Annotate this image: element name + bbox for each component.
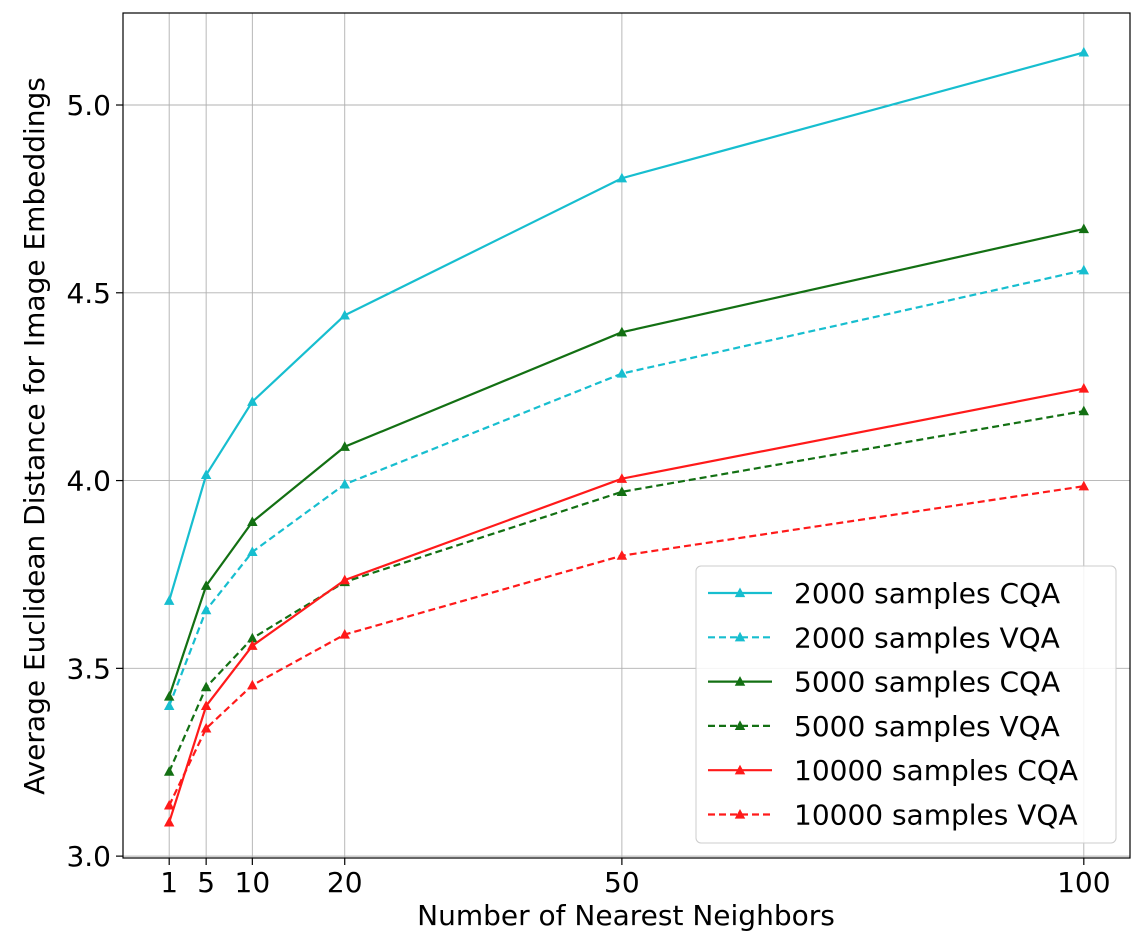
- data-point-marker: [1078, 46, 1090, 57]
- legend-label: 5000 samples CQA: [794, 666, 1060, 699]
- data-point-marker: [163, 816, 175, 827]
- data-point-marker: [339, 441, 350, 451]
- legend-item: 10000 samples CQA: [708, 754, 1078, 787]
- data-point-marker: [200, 700, 212, 711]
- legend-item: 2000 samples CQA: [708, 577, 1060, 610]
- legend-item: 5000 samples VQA: [708, 710, 1060, 743]
- data-point-marker: [1078, 383, 1090, 393]
- data-point-marker: [200, 722, 212, 733]
- series-line: [168, 269, 1085, 707]
- data-point-marker: [616, 473, 628, 483]
- data-point-marker: [163, 766, 175, 776]
- data-point-marker: [163, 595, 175, 605]
- data-point-marker: [247, 516, 258, 527]
- data-point-marker: [163, 691, 175, 701]
- data-point-marker: [339, 574, 350, 585]
- series-4: [163, 383, 1090, 827]
- data-point-marker: [616, 368, 628, 378]
- legend-label: 2000 samples CQA: [794, 577, 1060, 610]
- data-point-marker: [339, 478, 350, 489]
- y-tick-label: 3.5: [66, 652, 111, 685]
- x-tick-label: 5: [197, 866, 215, 899]
- series-1: [163, 264, 1090, 711]
- ticks: 1 5 10 20 50 100 3.0 3.5 4.0 4.5 5.0: [66, 89, 1110, 899]
- series-line: [168, 410, 1084, 773]
- data-point-marker: [163, 700, 175, 711]
- series-line: [168, 227, 1085, 697]
- legend-label: 10000 samples VQA: [794, 799, 1078, 832]
- legend-item: 10000 samples VQA: [708, 799, 1078, 832]
- legend-box: [695, 565, 1117, 844]
- data-point-marker: [163, 799, 175, 810]
- legend-marker: [734, 587, 746, 598]
- legend-item: 5000 samples CQA: [708, 666, 1060, 699]
- x-tick-label: 1: [160, 866, 178, 899]
- series-layer: [163, 46, 1090, 827]
- data-point-marker: [247, 679, 258, 690]
- x-tick-label: 50: [604, 866, 640, 899]
- data-point-marker: [616, 172, 628, 183]
- series-5: [163, 480, 1090, 810]
- data-point-marker: [1078, 264, 1090, 275]
- data-point-marker: [247, 632, 258, 643]
- x-tick-label: 20: [327, 866, 363, 899]
- series-0: [163, 46, 1090, 605]
- y-tick-label: 3.0: [66, 840, 111, 873]
- series-2: [163, 223, 1090, 701]
- legend-label: 2000 samples VQA: [794, 621, 1060, 654]
- data-point-marker: [200, 681, 212, 692]
- data-point-marker: [339, 629, 350, 639]
- legend-label: 10000 samples CQA: [794, 754, 1078, 787]
- data-point-marker: [1078, 480, 1090, 491]
- plot-frame: [122, 12, 1131, 859]
- data-point-marker: [200, 580, 212, 590]
- y-tick-label: 4.0: [66, 465, 111, 498]
- data-point-marker: [247, 396, 258, 406]
- legend-label: 5000 samples VQA: [794, 710, 1060, 743]
- y-tick-label: 5.0: [66, 89, 111, 122]
- legend-marker: [734, 631, 746, 642]
- series-line: [168, 51, 1085, 602]
- x-tick-label: 10: [235, 866, 271, 899]
- data-point-marker: [247, 640, 258, 650]
- data-point-marker: [1078, 405, 1090, 416]
- y-axis-label: Average Euclidean Distance for Image Emb…: [18, 77, 51, 795]
- legend-marker: [734, 764, 746, 775]
- data-point-marker: [247, 546, 258, 557]
- x-tick-label: 100: [1057, 866, 1110, 899]
- legend-marker: [734, 809, 746, 819]
- data-point-marker: [616, 486, 628, 496]
- data-point-marker: [339, 309, 350, 320]
- legend-marker: [734, 676, 746, 686]
- data-point-marker: [200, 604, 212, 615]
- legend-item: 2000 samples VQA: [708, 621, 1060, 654]
- grid: [123, 13, 1130, 858]
- data-point-marker: [616, 550, 628, 560]
- legend-marker: [734, 720, 746, 731]
- x-axis-label: Number of Nearest Neighbors: [417, 899, 835, 932]
- data-point-marker: [616, 326, 628, 337]
- data-point-marker: [200, 469, 212, 480]
- data-point-marker: [1078, 223, 1090, 234]
- series-line: [168, 387, 1085, 823]
- y-tick-label: 4.5: [66, 277, 111, 310]
- legend: 2000 samples CQA 2000 samples VQA 5000 sam…: [695, 565, 1117, 844]
- series-line: [168, 485, 1084, 806]
